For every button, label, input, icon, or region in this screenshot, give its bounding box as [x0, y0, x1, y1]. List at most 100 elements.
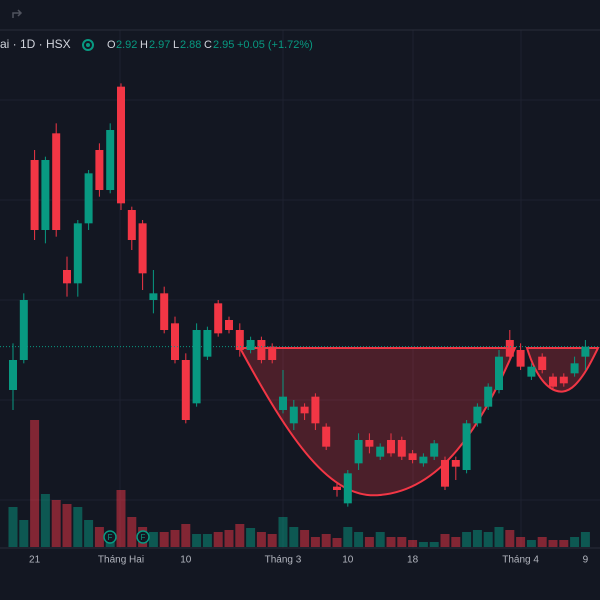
x-tick-label: Tháng Hai — [98, 555, 144, 566]
volume-bar — [483, 532, 493, 547]
candle-body — [214, 303, 223, 334]
candle-body — [235, 330, 244, 350]
volume-bar — [148, 532, 158, 547]
volume-bar — [8, 507, 18, 547]
volume-bar — [516, 537, 526, 547]
candle-body — [41, 160, 50, 230]
candle-body — [9, 360, 17, 390]
candle-body — [365, 440, 374, 447]
volume-bar — [494, 527, 504, 547]
volume-bar — [289, 527, 299, 547]
symbol: ai · 1D · HSX — [0, 37, 71, 51]
close-label: C — [204, 39, 212, 51]
volume-bar — [73, 507, 83, 547]
candle-body — [397, 440, 406, 457]
volume-bar — [62, 504, 72, 547]
candle-body — [527, 366, 536, 377]
volume-bar — [40, 494, 50, 547]
candle-body — [441, 460, 449, 487]
x-tick-label: 10 — [180, 555, 192, 566]
candle-body — [516, 350, 525, 367]
low-label: L — [173, 39, 179, 51]
open-label: O — [107, 39, 116, 51]
high-label: H — [140, 39, 148, 51]
volume-bar — [408, 540, 418, 547]
volume-bar — [159, 532, 169, 547]
open-value: 2.92 — [116, 39, 137, 51]
volume-bar — [332, 538, 342, 547]
volume-bar — [537, 537, 547, 547]
volume-bar — [30, 420, 40, 547]
volume-bar — [580, 532, 590, 547]
change: +0.05 (+1.72%) — [237, 39, 313, 51]
candle-body — [268, 346, 277, 360]
candle-body — [495, 356, 503, 390]
svg-text:F: F — [108, 533, 113, 542]
redo-button[interactable] — [12, 9, 23, 18]
candle-body — [462, 423, 471, 470]
volume-bar — [300, 530, 310, 547]
candle-body — [203, 330, 212, 357]
market-status — [82, 39, 94, 51]
candle-body — [343, 473, 352, 504]
candle-body — [322, 426, 331, 447]
candle-body — [300, 406, 309, 414]
volume-bar — [364, 537, 374, 547]
volume-bar — [472, 530, 482, 547]
candle-body — [127, 210, 136, 240]
volume-bar — [94, 527, 104, 547]
candle-body — [181, 360, 190, 420]
candle-body — [505, 340, 514, 357]
volume-bar — [386, 537, 396, 547]
event-flag[interactable]: F — [103, 530, 117, 544]
volume-bar — [116, 490, 126, 547]
volume-bar — [526, 540, 536, 547]
x-tick-label: 9 — [583, 555, 589, 566]
volume-bar — [310, 537, 320, 547]
cup-pattern — [238, 347, 517, 497]
candle-body — [559, 376, 568, 384]
candle-body — [73, 223, 82, 284]
volume-bar — [235, 524, 245, 547]
volume-bar — [84, 520, 94, 547]
candle-body — [19, 300, 28, 360]
volume-bar — [418, 542, 428, 547]
x-tick-label: 10 — [342, 555, 354, 566]
volume-bar — [429, 542, 439, 547]
x-tick-label: Tháng 3 — [265, 555, 302, 566]
low-value: 2.88 — [180, 39, 201, 51]
candle-body — [289, 406, 298, 424]
candle-body — [246, 340, 255, 350]
candle-body — [138, 223, 147, 274]
candle-body — [84, 173, 93, 224]
candle-body — [538, 356, 547, 370]
volume-bar — [354, 532, 364, 547]
volume-bar — [343, 527, 353, 547]
volume-bar — [51, 500, 61, 547]
volume-bar — [202, 534, 212, 547]
candle-body — [581, 346, 590, 357]
candle-body — [95, 150, 104, 190]
volume-bar — [267, 534, 277, 547]
candle-body — [117, 86, 125, 204]
volume-bar — [246, 528, 256, 547]
x-tick-label: 18 — [407, 555, 419, 566]
candle-body — [570, 363, 579, 374]
candle-body — [387, 440, 395, 454]
candle-body — [484, 386, 493, 407]
svg-text:F: F — [141, 533, 146, 542]
candle-body — [63, 270, 71, 284]
volume-bar — [570, 537, 580, 547]
close-value: 2.95 — [213, 39, 234, 51]
market-status-dot — [86, 43, 90, 47]
high-value: 2.97 — [149, 39, 170, 51]
candle-body — [160, 293, 169, 330]
volume-bar — [505, 530, 515, 547]
candle-body — [376, 446, 385, 457]
volume-bar — [224, 530, 234, 547]
event-flag[interactable]: F — [136, 530, 150, 544]
candle-body — [279, 396, 287, 410]
candle-body — [30, 160, 39, 230]
candle-body — [311, 396, 320, 424]
